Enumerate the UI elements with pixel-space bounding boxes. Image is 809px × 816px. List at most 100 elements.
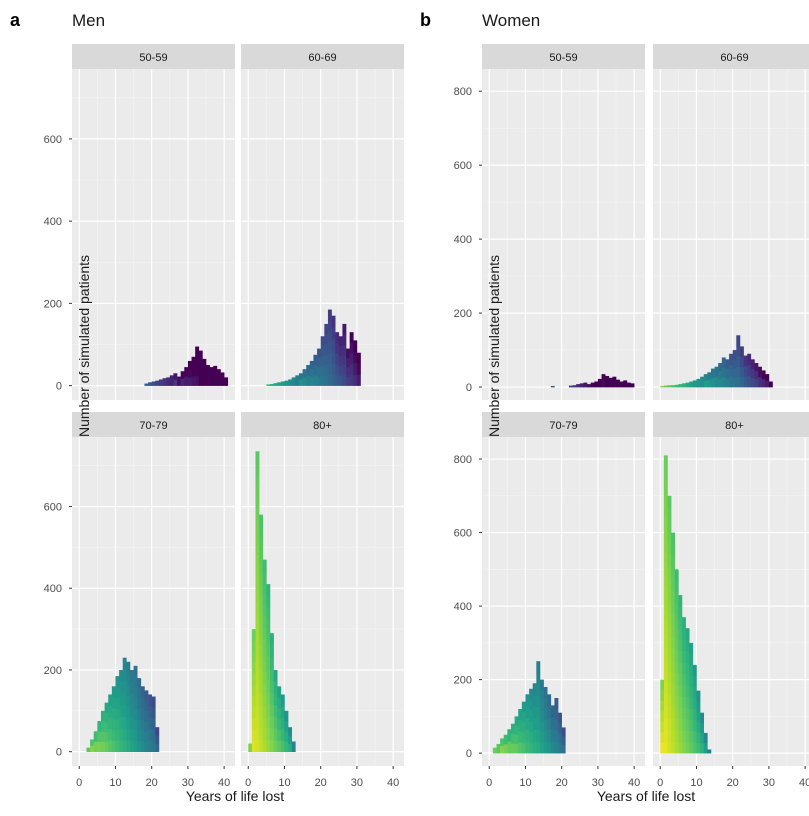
facet-strip <box>72 412 235 437</box>
histogram-bar-segment <box>309 369 314 378</box>
histogram-bar <box>718 363 723 388</box>
histogram-bar-segment <box>280 694 285 707</box>
histogram-bar-segment <box>674 638 679 651</box>
histogram-bar-segment <box>667 554 672 567</box>
histogram-bar-segment <box>327 342 332 354</box>
histogram-bar <box>177 376 181 386</box>
histogram-bar-segment <box>259 585 264 598</box>
histogram-bar-segment <box>198 350 203 363</box>
histogram-bar-segment <box>583 382 588 388</box>
histogram-bar-segment <box>721 357 726 368</box>
histogram-bar-segment <box>754 363 759 372</box>
histogram-bar-segment <box>736 335 741 346</box>
histogram-bar-segment <box>685 684 690 697</box>
histogram-bar-segment <box>623 380 628 388</box>
histogram-bar-segment <box>696 690 701 702</box>
histogram-bar-segment <box>721 367 726 378</box>
histogram-bar-segment <box>547 694 552 707</box>
histogram-bar <box>507 729 512 754</box>
x-axis-title: Years of life lost <box>186 788 284 804</box>
histogram-bar-segment <box>173 373 178 380</box>
x-tick-label: 10 <box>278 777 290 789</box>
histogram-bar-segment <box>547 741 552 754</box>
histogram-bar-segment <box>255 543 260 556</box>
histogram-bar-segment <box>331 373 336 386</box>
y-tick-label: 0 <box>56 747 62 759</box>
histogram-bar-segment <box>736 345 741 357</box>
histogram-bar-segment <box>129 704 134 717</box>
histogram-bar-segment <box>681 741 686 754</box>
histogram-bar-segment <box>532 729 537 742</box>
histogram-bar-segment <box>262 683 267 696</box>
histogram-bar-segment <box>689 709 694 721</box>
histogram-bar-segment <box>532 683 537 696</box>
histogram-bar-segment <box>678 741 683 754</box>
histogram-bar <box>536 661 541 754</box>
histogram-bar <box>703 374 708 388</box>
y-tick-label: 400 <box>44 583 62 595</box>
histogram-bar-segment <box>529 710 534 722</box>
histogram-bar-segment <box>126 684 131 696</box>
histogram-bar-segment <box>126 706 131 719</box>
histogram-bar-segment <box>529 731 534 743</box>
histogram-bar-segment <box>277 719 282 731</box>
histogram-bar-segment <box>736 376 741 388</box>
histogram-bar-segment <box>255 670 260 683</box>
histogram-bar-segment <box>133 730 138 742</box>
histogram-bar <box>97 721 102 752</box>
histogram-bar-segment <box>667 530 672 543</box>
histogram-bar-segment <box>681 639 686 652</box>
histogram-bar-segment <box>349 364 354 376</box>
histogram-bar <box>137 678 142 752</box>
histogram-bar <box>166 377 171 386</box>
histogram-bar-segment <box>754 379 759 388</box>
histogram-bar <box>496 743 501 754</box>
histogram-bar-segment <box>536 707 541 719</box>
histogram-bar-segment <box>674 707 679 719</box>
histogram-bar <box>660 385 665 388</box>
histogram-bar-segment <box>262 638 267 651</box>
histogram-bar <box>291 377 296 386</box>
histogram-bar-segment <box>184 367 189 377</box>
histogram-bar <box>558 712 562 754</box>
histogram-bar-segment <box>115 740 120 752</box>
histogram-bar-segment <box>262 627 267 640</box>
histogram-bar-segment <box>758 376 762 388</box>
histogram-bar-segment <box>554 709 559 721</box>
histogram-bar-segment <box>663 385 668 388</box>
histogram-bar-segment <box>678 696 683 709</box>
histogram-bar <box>187 360 192 386</box>
histogram-bar-segment <box>660 732 665 743</box>
histogram-bar-segment <box>213 375 218 386</box>
histogram-bar-segment <box>115 708 120 720</box>
y-tick-label: 400 <box>454 234 472 246</box>
histogram-bar-segment <box>510 723 515 734</box>
histogram-bar-segment <box>349 374 354 386</box>
histogram-bar-segment <box>689 664 694 677</box>
histogram-bar-segment <box>667 659 672 672</box>
histogram-bar-segment <box>273 681 278 694</box>
histogram-bar-segment <box>320 356 325 367</box>
histogram-bar-segment <box>685 673 690 686</box>
histogram-bar-segment <box>597 378 602 388</box>
histogram-bar-segment <box>259 514 264 527</box>
histogram-bar <box>689 381 694 388</box>
histogram-bar-segment <box>681 730 686 743</box>
histogram-bar-segment <box>266 596 271 609</box>
plot-background <box>482 69 645 400</box>
histogram-bar-segment <box>273 740 278 752</box>
histogram-bar <box>663 385 668 388</box>
histogram-bar-segment <box>547 706 552 719</box>
histogram-bar-segment <box>539 700 544 712</box>
histogram-bar-segment <box>338 346 343 357</box>
histogram-bar-segment <box>269 739 274 752</box>
histogram-bar-segment <box>251 673 256 686</box>
histogram-bar-segment <box>700 732 705 744</box>
histogram-bar-segment <box>122 716 127 729</box>
histogram-bar-segment <box>692 731 697 743</box>
histogram-bar-segment <box>284 380 289 386</box>
histogram-bar-segment <box>151 718 156 730</box>
histogram-bar-segment <box>90 739 95 746</box>
histogram-bar <box>765 374 770 388</box>
histogram-bar-segment <box>685 707 690 720</box>
